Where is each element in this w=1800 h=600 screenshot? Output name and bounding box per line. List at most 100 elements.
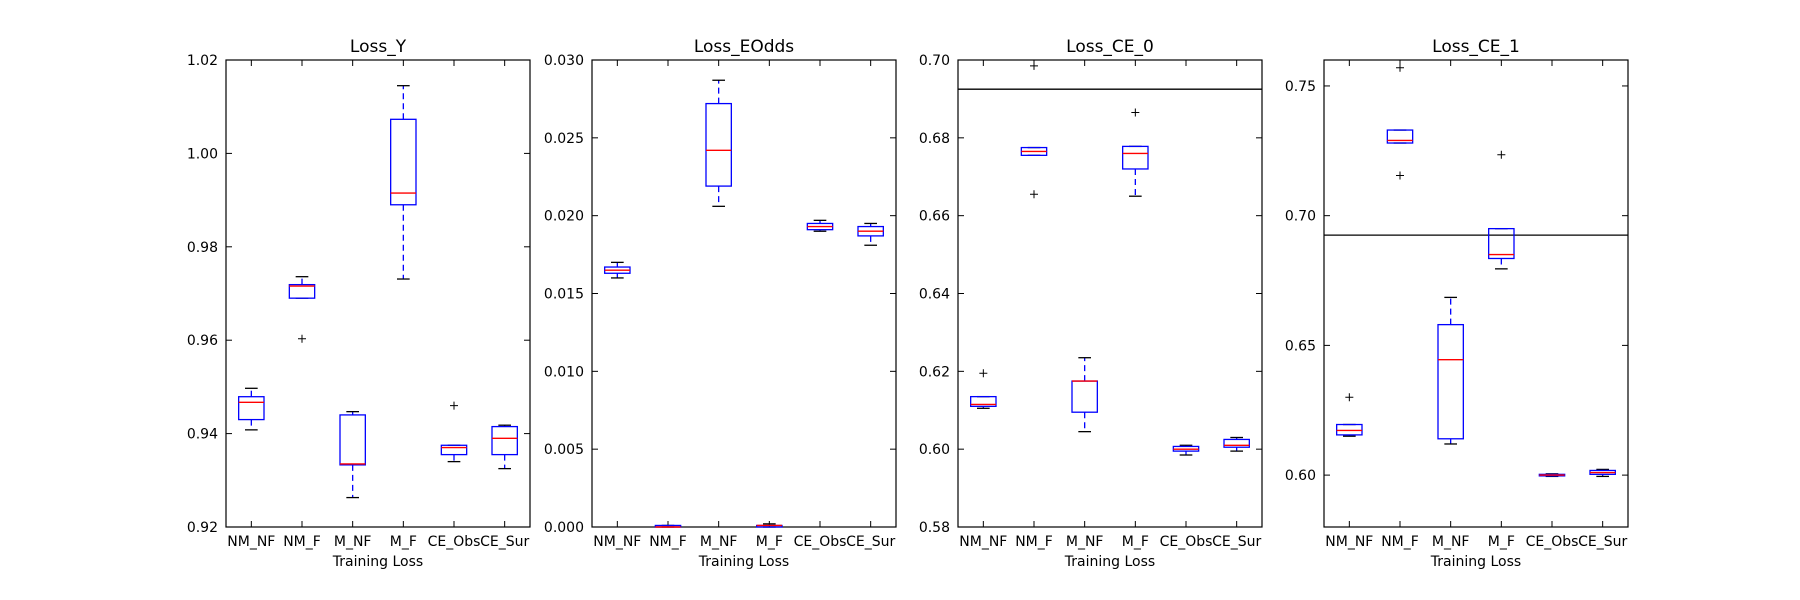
y-tick-label: 0.96 <box>187 333 218 349</box>
y-tick-label: 0.66 <box>919 209 950 225</box>
flier-marker <box>1396 171 1404 180</box>
x-tick-label: M_F <box>756 534 783 550</box>
box-NM_F <box>654 524 682 528</box>
y-tick-label: 0.025 <box>544 131 584 147</box>
x-tick-label: M_NF <box>1432 534 1470 550</box>
box-NM_F <box>288 276 316 343</box>
x-tick-label: CE_Sur <box>480 534 529 550</box>
y-tick-label: 0.020 <box>544 209 584 225</box>
y-tick-label: 0.65 <box>1285 338 1316 354</box>
box-body <box>288 283 316 299</box>
box-CE_Obs <box>1172 444 1200 456</box>
box-CE_Sur <box>1223 436 1250 452</box>
flier-marker <box>298 334 306 343</box>
plot-frame <box>591 59 897 528</box>
y-tick-label: 0.75 <box>1285 79 1316 95</box>
box-body <box>440 444 468 456</box>
box-body <box>390 118 417 206</box>
chart-title: Loss_Y <box>350 37 407 57</box>
x-tick-label: M_F <box>1488 534 1515 550</box>
plot-frame <box>225 59 531 528</box>
box-CE_Sur <box>1589 468 1616 478</box>
x-tick-label: M_NF <box>1066 534 1104 550</box>
box-body <box>1122 145 1149 170</box>
y-tick-label: 0.60 <box>1285 468 1316 484</box>
box-CE_Sur <box>857 222 884 246</box>
box-M_F <box>1122 108 1149 197</box>
box-body <box>1223 438 1250 448</box>
y-tick-label: 0.64 <box>919 287 950 303</box>
box-body <box>1386 129 1414 144</box>
y-tick-label: 0.68 <box>919 131 950 147</box>
x-axis-label: Training Loss <box>1430 554 1521 570</box>
x-tick-label: CE_Obs <box>1160 534 1213 550</box>
x-tick-label: NM_F <box>1015 534 1053 550</box>
y-tick-label: 0.60 <box>919 442 950 458</box>
box-body <box>1488 227 1515 260</box>
x-axis-label: Training Loss <box>1064 554 1155 570</box>
x-tick-label: CE_Sur <box>1212 534 1261 550</box>
chart-panel-3: 0.58 0.60 0.62 0.64 0.66 0.68 0.70 NM_NF NM_F M_N… <box>919 37 1263 570</box>
y-tick-label: 0.000 <box>544 520 584 536</box>
flier-marker <box>1131 108 1140 117</box>
box-CE_Obs <box>806 219 834 232</box>
y-tick-label: 0.010 <box>544 364 584 380</box>
box-CE_Obs <box>1538 473 1566 478</box>
chart-title: Loss_CE_1 <box>1432 37 1520 57</box>
flier-marker <box>1030 61 1038 70</box>
y-tick-label: 0.70 <box>1285 209 1316 225</box>
flier-marker <box>1396 63 1404 72</box>
box-CE_Sur <box>491 424 518 470</box>
box-body <box>1071 380 1098 413</box>
x-tick-label: CE_Obs <box>1526 534 1579 550</box>
y-tick-label: 0.62 <box>919 364 950 380</box>
x-tick-label: M_NF <box>334 534 372 550</box>
x-axis-label: Training Loss <box>332 554 423 570</box>
box-NM_NF <box>238 387 265 431</box>
box-body <box>491 425 518 456</box>
chart-panel-1: 0.92 0.94 0.96 0.98 1.00 1.02 NM_NF NM_F M_NF M_F… <box>187 37 531 570</box>
box-M_NF <box>705 79 732 207</box>
x-tick-label: NM_NF <box>593 534 641 550</box>
y-tick-label: 0.92 <box>187 520 218 536</box>
box-body <box>705 102 732 187</box>
box-M_F <box>756 523 783 528</box>
box-M_NF <box>1071 357 1098 433</box>
box-body <box>339 414 366 466</box>
box-M_F <box>1488 150 1515 270</box>
x-tick-label: CE_Obs <box>428 534 481 550</box>
x-tick-label: M_NF <box>700 534 738 550</box>
box-body <box>238 396 265 421</box>
plot-frame <box>1323 59 1629 528</box>
y-tick-label: 0.94 <box>187 427 218 443</box>
box-NM_F <box>1386 63 1414 180</box>
chart-panel-4: 0.60 0.65 0.70 0.75 NM_NF NM_F M_NF M_F CE_Obs CE… <box>1285 37 1629 570</box>
y-tick-label: 0.015 <box>544 287 584 303</box>
flier-marker <box>979 369 988 378</box>
x-tick-label: NM_F <box>1381 534 1419 550</box>
y-tick-label: 1.00 <box>187 146 218 162</box>
flier-marker <box>1497 150 1506 159</box>
box-M_NF <box>1437 296 1464 445</box>
box-body <box>1336 423 1363 436</box>
x-tick-label: M_F <box>1122 534 1149 550</box>
chart-panel-2: 0.000 0.005 0.010 0.015 0.020 0.025 0.030 NM_NF… <box>544 37 897 570</box>
box-body <box>1437 323 1464 440</box>
chart-title: Loss_EOdds <box>694 37 794 57</box>
x-tick-label: NM_NF <box>1325 534 1373 550</box>
x-tick-label: M_F <box>390 534 417 550</box>
box-CE_Obs <box>440 401 468 463</box>
box-M_F <box>390 85 417 280</box>
x-tick-label: NM_NF <box>959 534 1007 550</box>
box-M_NF <box>339 411 366 499</box>
box-body <box>970 395 997 408</box>
box-NM_F <box>1020 61 1048 199</box>
y-tick-label: 0.98 <box>187 240 218 256</box>
flier-marker <box>1030 190 1038 199</box>
x-tick-label: CE_Obs <box>794 534 847 550</box>
x-tick-label: NM_F <box>649 534 687 550</box>
x-tick-label: CE_Sur <box>1578 534 1627 550</box>
plot-frame <box>957 59 1263 528</box>
box-NM_NF <box>1336 393 1363 437</box>
